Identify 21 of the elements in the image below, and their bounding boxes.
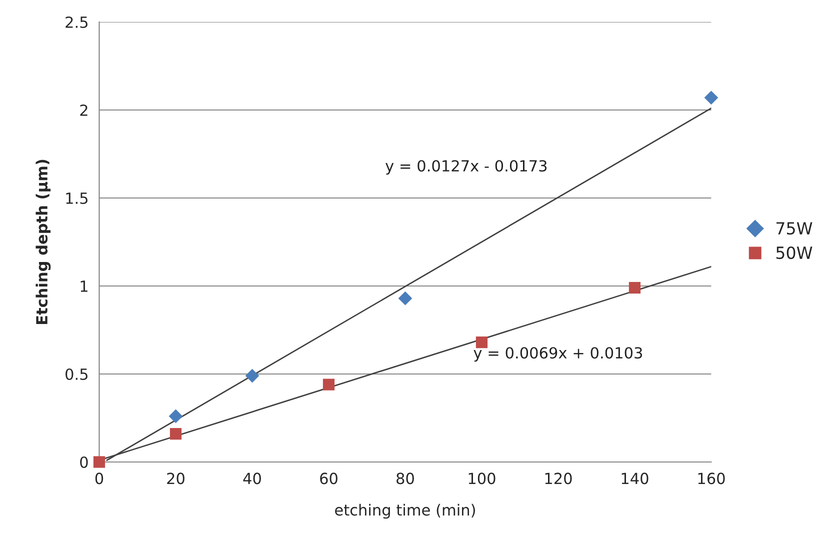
x-tick-label: 120 [545, 472, 572, 484]
x-tick-label: 140 [622, 472, 648, 484]
y-tick-label: 1.5 [66, 192, 88, 204]
x-tick-label: 80 [396, 472, 414, 484]
x-tick-label: 160 [698, 472, 725, 484]
annotation: y = 0.0069x + 0.0103 [474, 347, 642, 362]
x-tick-label: 0 [95, 472, 104, 484]
x-tick-label: 40 [243, 472, 261, 484]
x-axis-title: etching time (min) [335, 504, 475, 519]
y-axis-title: Etching depth (µm) [36, 160, 51, 324]
y-tick-label: 1 [80, 280, 88, 292]
x-tick-label: 100 [468, 472, 496, 484]
x-tick-label: 20 [167, 472, 184, 484]
y-tick-label: 0.5 [66, 368, 88, 380]
x-tick-label: 60 [320, 472, 338, 484]
legend-label: 75W [776, 222, 812, 235]
y-tick-label: 0 [80, 456, 88, 468]
annotation: y = 0.0127x - 0.0173 [386, 160, 547, 175]
y-tick-label: 2.5 [66, 16, 88, 28]
legend-label: 50W [776, 246, 812, 260]
y-tick-label: 2 [80, 104, 88, 116]
